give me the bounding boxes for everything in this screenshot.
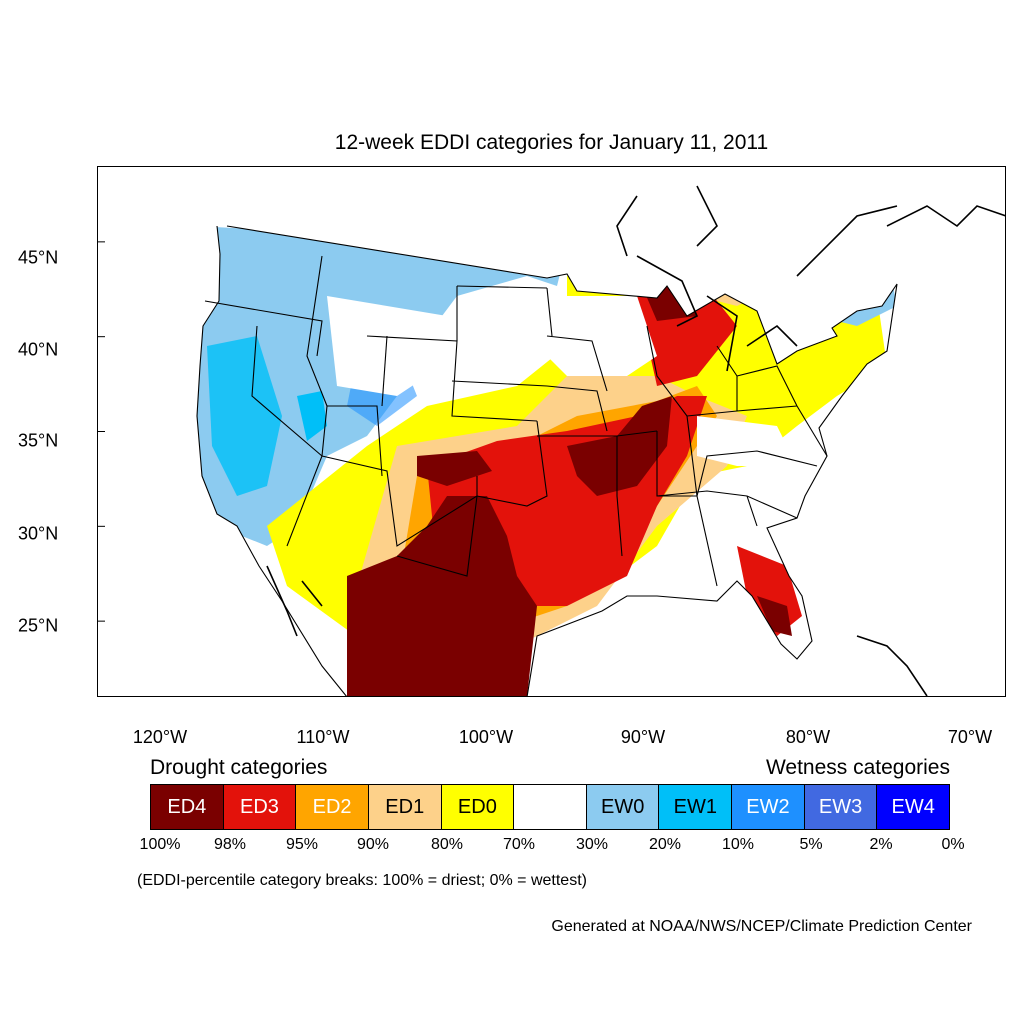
legend-ew4: EW4 [877, 785, 950, 829]
lat-label: 25°N [18, 615, 59, 636]
state-boundaries [196, 225, 898, 697]
map-title: 12-week EDDI categories for January 11, … [334, 131, 769, 154]
break-label: 20% [648, 836, 682, 853]
break-label: 98% [213, 836, 247, 853]
legend-ew1: EW1 [659, 785, 733, 829]
legend-ew2: EW2 [732, 785, 805, 829]
legend-ed0: ED0 [441, 785, 515, 829]
category-legend: ED4 ED3 ED2 ED1 ED0 EW0 EW1 EW2 EW3 EW4 [150, 784, 950, 830]
break-label: 5% [799, 836, 823, 853]
legend-ew0: EW0 [586, 785, 660, 829]
lat-label: 45°N [18, 247, 59, 268]
lon-label: 100°W [458, 727, 514, 747]
legend-ed1: ED1 [368, 785, 442, 829]
category-note: (EDDI-percentile category breaks: 100% =… [137, 872, 587, 889]
legend-normal [514, 785, 587, 829]
lon-label: 90°W [620, 727, 666, 747]
lon-label: 70°W [947, 727, 993, 747]
break-label: 2% [869, 836, 893, 853]
coastlines [266, 185, 1006, 697]
lon-label: 120°W [132, 727, 188, 747]
legend-ed4: ED4 [151, 785, 224, 829]
break-label: 70% [502, 836, 536, 853]
break-label: 80% [430, 836, 464, 853]
break-label: 90% [356, 836, 390, 853]
break-label: 10% [721, 836, 755, 853]
wetness-heading: Wetness categories [765, 756, 950, 779]
break-label: 0% [941, 836, 965, 853]
axis-ticks [97, 241, 105, 622]
break-label: 100% [139, 836, 181, 853]
lat-label: 40°N [18, 339, 59, 360]
legend-ew3: EW3 [804, 785, 878, 829]
lat-label: 30°N [18, 523, 59, 544]
lon-label: 80°W [785, 727, 831, 747]
drought-heading: Drought categories [150, 756, 328, 779]
lat-label: 35°N [18, 430, 59, 451]
break-label: 95% [285, 836, 319, 853]
break-label: 30% [575, 836, 609, 853]
lon-label: 110°W [296, 727, 350, 747]
legend-ed3: ED3 [223, 785, 297, 829]
credit-line: Generated at NOAA/NWS/NCEP/Climate Predi… [551, 918, 972, 935]
eddi-map [97, 166, 1006, 697]
legend-ed2: ED2 [296, 785, 369, 829]
